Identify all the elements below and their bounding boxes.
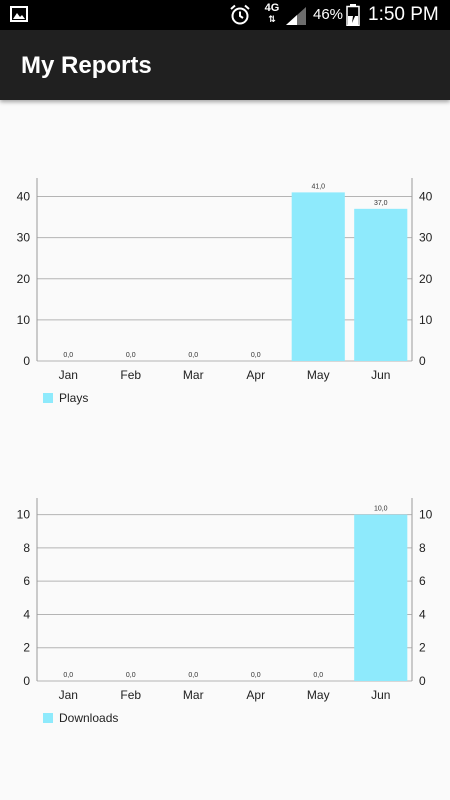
network-type: 4G [264, 2, 280, 14]
x-tick-label: Jan [59, 688, 78, 702]
legend-swatch [43, 713, 53, 723]
y-tick-label-left: 10 [17, 313, 31, 327]
chart-legend: Downloads [43, 711, 118, 725]
x-tick-label: Mar [183, 688, 204, 702]
x-tick-label: Jun [371, 368, 390, 382]
bar-value-label: 41,0 [311, 183, 325, 190]
y-tick-label-left: 2 [23, 641, 30, 655]
x-tick-label: Feb [120, 688, 141, 702]
y-tick-label-right: 10 [419, 313, 433, 327]
bar [291, 192, 345, 361]
battery-percent: 46% [313, 6, 344, 23]
app-bar: My Reports [0, 30, 450, 100]
y-tick-label-left: 8 [23, 541, 30, 555]
y-tick-label-left: 30 [17, 231, 31, 245]
y-tick-label-left: 40 [17, 190, 31, 204]
x-tick-label: Apr [246, 688, 265, 702]
signal-icon [286, 7, 306, 25]
legend-label: Plays [59, 391, 89, 405]
status-bar: 4G ⇅ 46% 1:50 PM [0, 0, 450, 30]
x-tick-label: Jun [371, 688, 390, 702]
y-tick-label-right: 10 [419, 508, 433, 522]
y-tick-label-right: 40 [419, 190, 433, 204]
y-tick-label-left: 4 [23, 607, 30, 621]
plays-chart-plot: 0 0 10 10 20 20 30 30 40 40 0,0 Jan 0,0 Feb 0,0 Mar 0,0 A… [17, 178, 433, 382]
legend-label: Downloads [59, 711, 119, 725]
alarm-icon [230, 4, 250, 25]
plays-chart: 0 0 10 10 20 20 30 30 40 40 0,0 Jan 0,0 Feb 0,0 Mar 0,0 A… [0, 160, 450, 420]
y-tick-label-right: 20 [419, 272, 433, 286]
x-tick-label: May [307, 368, 330, 382]
y-tick-label-right: 6 [419, 574, 426, 588]
bar [354, 208, 408, 361]
chart-legend: Plays [43, 391, 88, 405]
y-tick-label-right: 8 [419, 541, 426, 555]
legend-swatch [43, 393, 53, 403]
page-title: My Reports [21, 52, 152, 79]
bar [354, 514, 408, 681]
bar-value-label: 0,0 [313, 672, 323, 679]
network-indicator: 4G ⇅ [263, 2, 281, 25]
y-tick-label-left: 0 [23, 354, 30, 368]
y-tick-label-left: 6 [23, 574, 30, 588]
x-tick-label: Jan [59, 368, 78, 382]
battery-icon [346, 4, 360, 26]
y-tick-label-left: 10 [17, 508, 31, 522]
y-tick-label-left: 0 [23, 674, 30, 688]
bar-value-label: 0,0 [126, 672, 136, 679]
x-tick-label: Feb [120, 368, 141, 382]
downloads-chart: 0 0 2 2 4 4 6 6 8 8 10 10 0,0 Jan 0,0 Feb 0,0 Mar 0,0 Apr 0,… [0, 480, 450, 740]
downloads-chart-plot: 0 0 2 2 4 4 6 6 8 8 10 10 0,0 Jan 0,0 Feb 0,0 Mar 0,0 Apr 0,… [17, 498, 433, 702]
status-time: 1:50 PM [368, 4, 439, 25]
bar-value-label: 0,0 [188, 352, 198, 359]
y-tick-label-left: 20 [17, 272, 31, 286]
y-tick-label-right: 0 [419, 674, 426, 688]
y-tick-label-right: 30 [419, 231, 433, 245]
bar-value-label: 0,0 [251, 352, 261, 359]
x-tick-label: Mar [183, 368, 204, 382]
y-tick-label-right: 2 [419, 641, 426, 655]
bar-value-label: 0,0 [251, 672, 261, 679]
data-arrows-icon: ⇅ [268, 14, 276, 24]
bar-value-label: 0,0 [63, 672, 73, 679]
bar-value-label: 37,0 [374, 200, 388, 207]
x-tick-label: May [307, 688, 330, 702]
bar-value-label: 0,0 [126, 352, 136, 359]
bar-value-label: 0,0 [63, 352, 73, 359]
y-tick-label-right: 4 [419, 607, 426, 621]
gallery-icon [10, 6, 28, 22]
y-tick-label-right: 0 [419, 354, 426, 368]
bar-value-label: 0,0 [188, 672, 198, 679]
bar-value-label: 10,0 [374, 506, 388, 513]
x-tick-label: Apr [246, 368, 265, 382]
